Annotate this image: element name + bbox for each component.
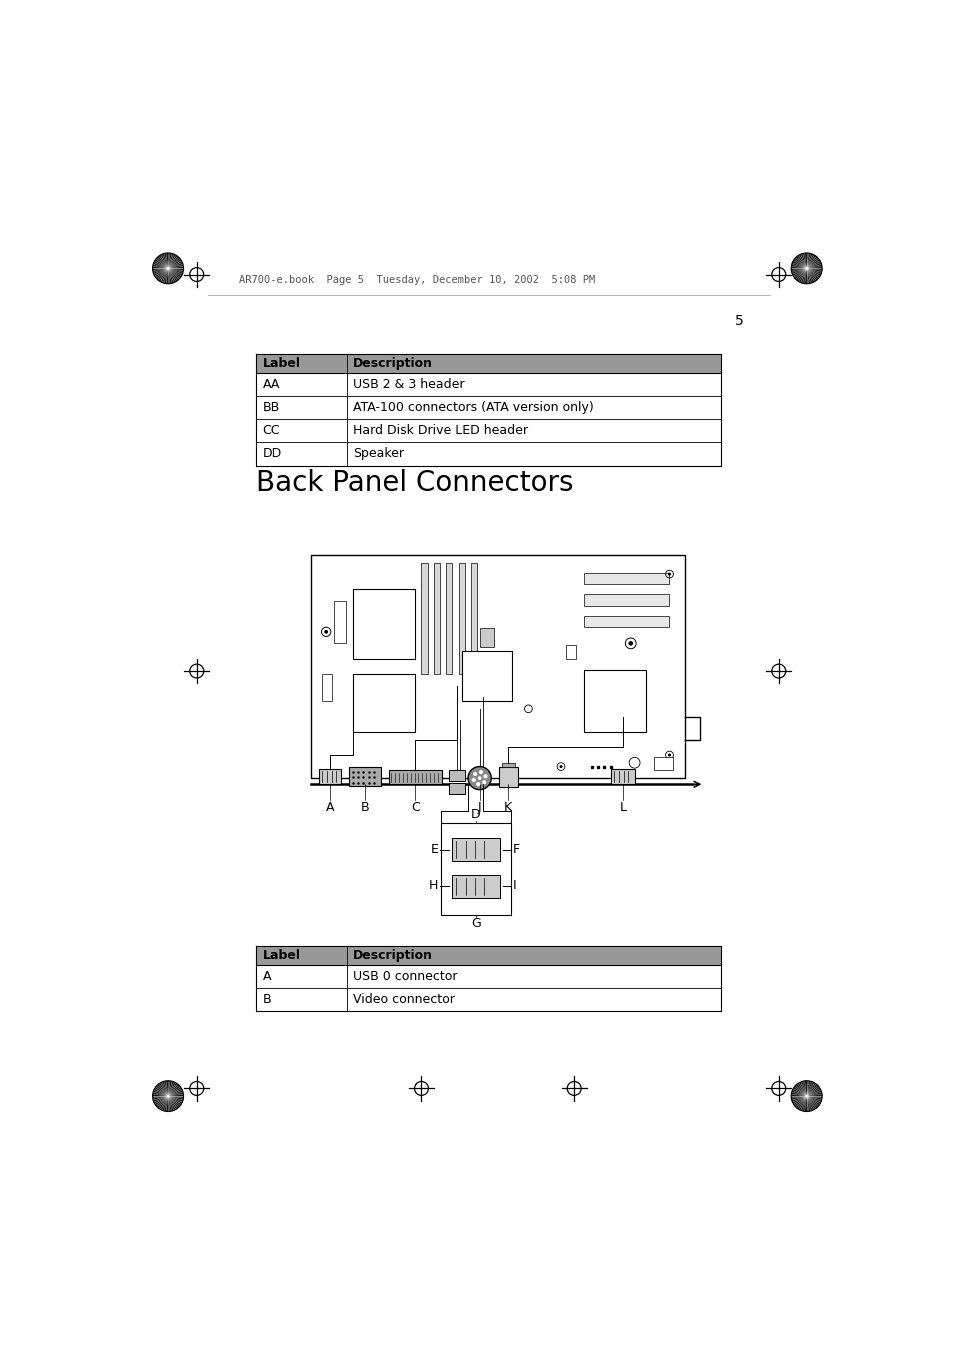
Text: AA: AA <box>262 378 280 392</box>
Circle shape <box>468 766 491 790</box>
Bar <box>458 562 464 674</box>
Text: BB: BB <box>262 401 279 415</box>
Bar <box>256 354 720 373</box>
Text: B: B <box>360 801 369 815</box>
Bar <box>256 946 720 965</box>
Bar <box>256 989 720 1012</box>
Circle shape <box>667 573 670 576</box>
Bar <box>256 965 720 989</box>
Circle shape <box>472 778 475 781</box>
Bar <box>583 616 669 627</box>
Bar <box>449 770 464 781</box>
Circle shape <box>558 765 562 769</box>
Text: K: K <box>504 801 512 815</box>
Text: Label: Label <box>262 950 300 962</box>
Circle shape <box>152 253 183 284</box>
Circle shape <box>667 754 670 757</box>
Bar <box>583 573 669 584</box>
Bar <box>256 442 720 466</box>
Text: L: L <box>618 801 626 815</box>
Circle shape <box>474 773 476 775</box>
Text: ATA-100 connectors (ATA version only): ATA-100 connectors (ATA version only) <box>353 401 594 415</box>
Bar <box>452 838 499 862</box>
Bar <box>654 757 673 770</box>
Text: Hard Disk Drive LED header: Hard Disk Drive LED header <box>353 424 528 438</box>
Bar <box>421 562 427 674</box>
Bar <box>322 674 332 701</box>
Circle shape <box>476 782 479 785</box>
Text: H: H <box>429 880 438 893</box>
Bar <box>449 782 464 793</box>
Bar <box>319 769 340 785</box>
Bar <box>566 644 575 659</box>
Bar <box>440 823 510 915</box>
Bar <box>311 555 684 778</box>
Bar <box>471 562 476 674</box>
Text: AR700-e.book  Page 5  Tuesday, December 10, 2002  5:08 PM: AR700-e.book Page 5 Tuesday, December 10… <box>239 276 595 285</box>
Circle shape <box>628 642 633 646</box>
Bar <box>583 594 669 605</box>
Circle shape <box>478 777 480 780</box>
Bar <box>583 670 645 732</box>
Text: A: A <box>326 801 334 815</box>
Text: G: G <box>471 917 480 931</box>
Text: 5: 5 <box>735 313 743 328</box>
Text: I: I <box>513 880 516 893</box>
Bar <box>434 562 439 674</box>
Bar <box>452 875 499 898</box>
Bar <box>256 396 720 419</box>
Bar <box>501 763 514 767</box>
Bar <box>353 674 415 732</box>
Text: A: A <box>262 970 271 984</box>
Text: Back Panel Connectors: Back Panel Connectors <box>256 469 574 497</box>
Text: B: B <box>262 993 271 1006</box>
Text: Description: Description <box>353 950 433 962</box>
Text: Description: Description <box>353 357 433 370</box>
Circle shape <box>482 781 485 784</box>
Bar <box>348 767 381 786</box>
Text: F: F <box>513 843 519 857</box>
Circle shape <box>790 253 821 284</box>
Bar <box>353 589 415 659</box>
Bar <box>611 769 634 785</box>
Text: USB 2 & 3 header: USB 2 & 3 header <box>353 378 464 392</box>
Text: Label: Label <box>262 357 300 370</box>
Bar <box>256 419 720 442</box>
Bar <box>256 373 720 396</box>
Text: DD: DD <box>262 447 281 461</box>
Circle shape <box>483 775 486 778</box>
Bar <box>334 601 345 643</box>
Text: CC: CC <box>262 424 280 438</box>
Text: Video connector: Video connector <box>353 993 455 1006</box>
Text: J: J <box>477 801 481 815</box>
Text: Speaker: Speaker <box>353 447 404 461</box>
Circle shape <box>324 630 328 634</box>
Bar <box>479 628 493 647</box>
Text: C: C <box>411 801 419 815</box>
Text: USB 0 connector: USB 0 connector <box>353 970 457 984</box>
Bar <box>389 770 441 785</box>
Circle shape <box>479 770 482 774</box>
Text: E: E <box>430 843 438 857</box>
Bar <box>446 562 452 674</box>
Bar <box>461 651 512 701</box>
Circle shape <box>790 1081 821 1112</box>
Circle shape <box>152 1081 183 1112</box>
Text: D: D <box>471 808 480 821</box>
Bar <box>498 767 517 788</box>
